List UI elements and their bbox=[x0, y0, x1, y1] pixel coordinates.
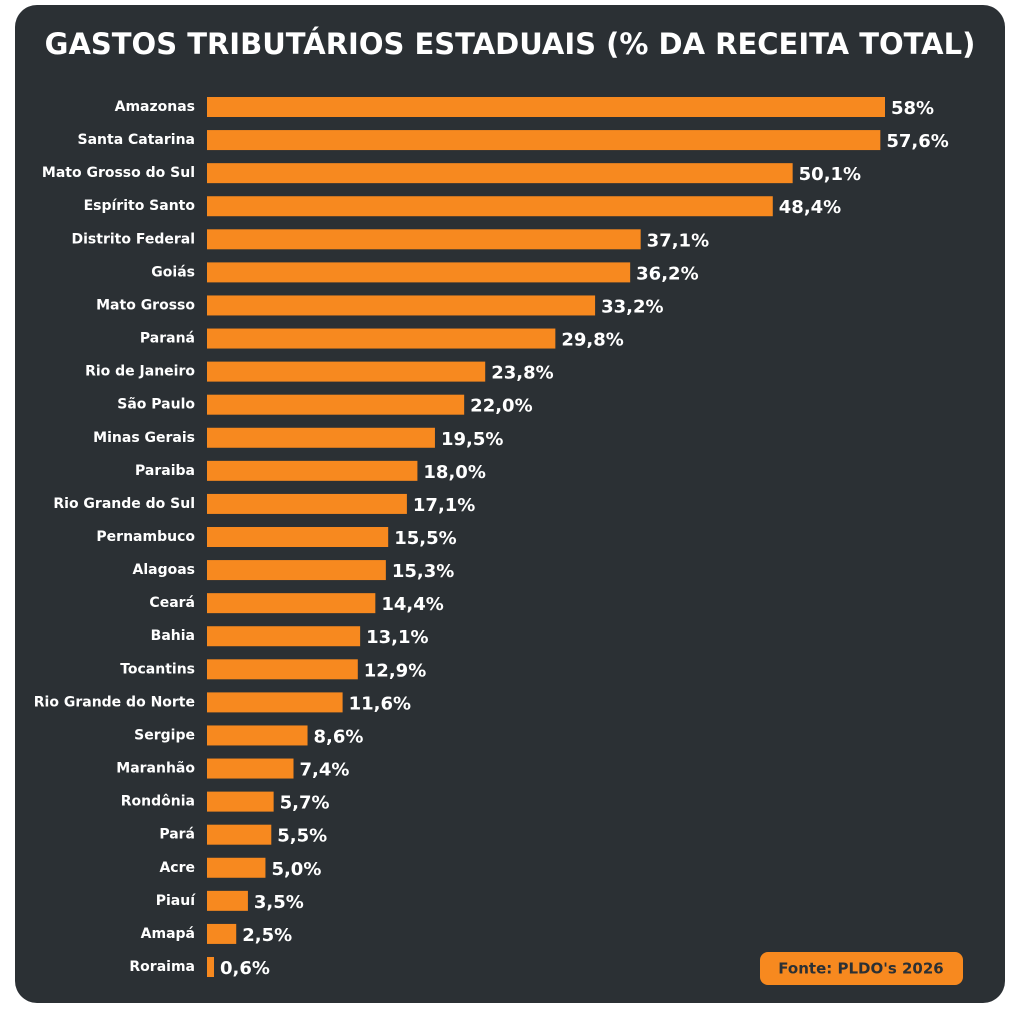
value-label: 33,2% bbox=[601, 296, 663, 317]
category-label: Paraiba bbox=[135, 463, 195, 479]
category-label: Maranhão bbox=[116, 761, 195, 777]
category-label: Santa Catarina bbox=[78, 132, 196, 148]
value-label: 23,8% bbox=[491, 363, 553, 384]
category-label: Amapá bbox=[141, 926, 195, 942]
value-label: 0,6% bbox=[220, 958, 270, 979]
bar bbox=[207, 923, 237, 944]
category-label: Rio Grande do Sul bbox=[53, 496, 195, 512]
category-label: Rondônia bbox=[121, 794, 195, 810]
bar bbox=[207, 394, 465, 415]
value-label: 37,1% bbox=[647, 230, 709, 251]
bar bbox=[207, 791, 274, 812]
value-label: 5,0% bbox=[271, 859, 321, 880]
source-note: Fonte: PLDO's 2026 bbox=[778, 960, 943, 978]
bar bbox=[207, 196, 773, 217]
category-label: Mato Grosso do Sul bbox=[42, 165, 195, 181]
bar bbox=[207, 725, 308, 746]
value-label: 58% bbox=[891, 98, 934, 119]
bar bbox=[207, 262, 631, 283]
value-label: 48,4% bbox=[779, 197, 841, 218]
category-label: Tocantins bbox=[120, 661, 195, 677]
bar bbox=[207, 295, 596, 316]
category-label: Acre bbox=[159, 860, 195, 876]
source-badge bbox=[760, 952, 963, 985]
chart-title: GASTOS TRIBUTÁRIOS ESTADUAIS (% DA RECEI… bbox=[45, 27, 976, 61]
value-label: 13,1% bbox=[366, 627, 428, 648]
value-label: 50,1% bbox=[799, 164, 861, 185]
category-label: Goiás bbox=[151, 264, 195, 280]
value-label: 7,4% bbox=[300, 760, 350, 781]
category-label: Rio Grande do Norte bbox=[34, 694, 195, 710]
panel bbox=[15, 5, 1005, 1003]
value-label: 12,9% bbox=[364, 660, 426, 681]
value-label: 29,8% bbox=[561, 330, 623, 351]
bar bbox=[207, 527, 389, 547]
bar bbox=[207, 593, 376, 614]
bar bbox=[207, 560, 386, 581]
value-label: 2,5% bbox=[242, 925, 292, 946]
category-label: Alagoas bbox=[132, 562, 195, 578]
category-label: Roraima bbox=[129, 959, 195, 975]
value-label: 8,6% bbox=[314, 726, 364, 747]
value-label: 19,5% bbox=[441, 429, 503, 450]
bar bbox=[207, 361, 486, 382]
value-label: 15,5% bbox=[394, 528, 456, 549]
bar bbox=[207, 229, 641, 250]
category-label: Piauí bbox=[156, 893, 196, 909]
value-label: 22,0% bbox=[470, 396, 532, 417]
bar bbox=[207, 427, 435, 448]
bar bbox=[207, 460, 418, 481]
bar bbox=[207, 493, 407, 514]
value-label: 17,1% bbox=[413, 495, 475, 516]
value-label: 57,6% bbox=[886, 131, 948, 152]
bar bbox=[207, 758, 294, 779]
bar bbox=[207, 824, 272, 845]
category-label: Distrito Federal bbox=[72, 231, 196, 247]
bar bbox=[207, 163, 793, 184]
bar bbox=[207, 692, 343, 713]
category-label: Rio de Janeiro bbox=[85, 364, 195, 380]
value-label: 14,4% bbox=[381, 594, 443, 615]
category-label: Espírito Santo bbox=[84, 198, 196, 214]
category-label: Minas Gerais bbox=[93, 430, 195, 446]
value-label: 5,5% bbox=[277, 826, 327, 847]
category-label: Paraná bbox=[140, 331, 195, 347]
bar bbox=[207, 957, 215, 977]
category-label: Pará bbox=[159, 827, 195, 843]
value-label: 3,5% bbox=[254, 892, 304, 913]
category-label: Sergipe bbox=[134, 727, 195, 743]
value-label: 15,3% bbox=[392, 561, 454, 582]
value-label: 36,2% bbox=[636, 263, 698, 284]
category-label: Pernambuco bbox=[96, 529, 195, 545]
bar bbox=[207, 857, 266, 878]
value-label: 5,7% bbox=[280, 793, 330, 814]
bar bbox=[207, 659, 358, 680]
category-label: Mato Grosso bbox=[96, 297, 195, 313]
value-label: 18,0% bbox=[423, 462, 485, 483]
category-label: São Paulo bbox=[117, 397, 195, 413]
value-label: 11,6% bbox=[349, 693, 411, 714]
bar bbox=[207, 97, 885, 117]
category-label: Amazonas bbox=[115, 99, 195, 115]
bar bbox=[207, 328, 556, 349]
category-label: Ceará bbox=[149, 595, 195, 611]
bar bbox=[207, 890, 248, 911]
bar bbox=[207, 130, 881, 151]
bar bbox=[207, 626, 361, 647]
category-label: Bahia bbox=[151, 628, 195, 644]
